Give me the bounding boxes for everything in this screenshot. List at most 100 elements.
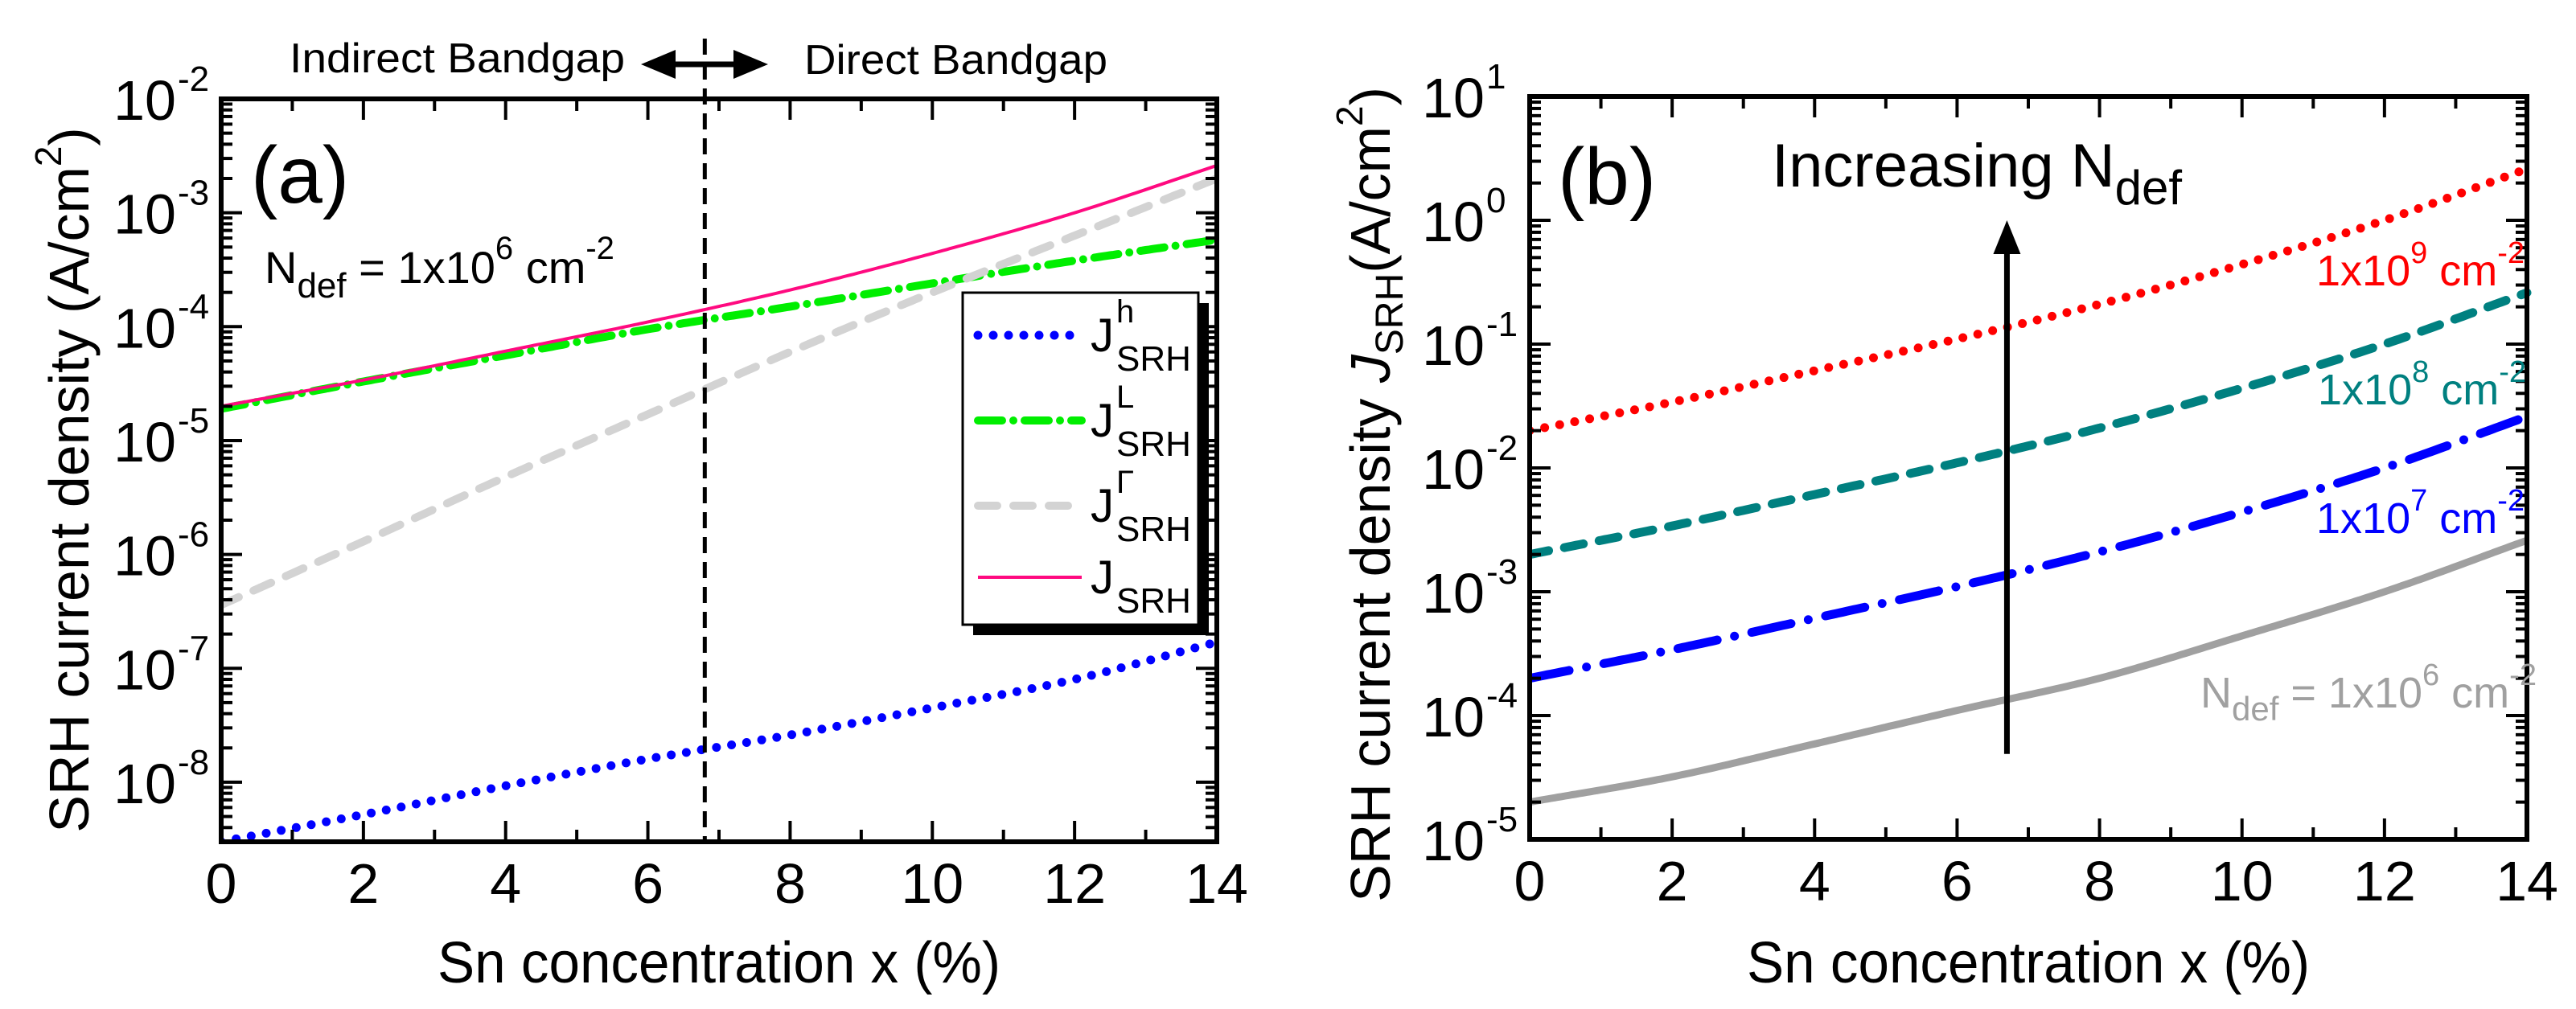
ndef-exp: 6 [495,231,513,266]
increasing-ndef-label: Increasing Ndef [1772,132,2182,215]
label-exp: 6 [2422,658,2439,692]
y-tick-label-base: 10 [1422,686,1485,749]
label-pre: 1x10 [2316,494,2410,543]
y-tick-label-base: 10 [1422,562,1485,625]
y-tick-label-base: 10 [113,753,176,815]
ndef-mid: = 1x10 [347,242,495,293]
legend-label-sub: SRH [1116,510,1191,549]
y-title-b-j: J [1339,354,1402,384]
label-unit: cm [2439,669,2509,717]
y-tick-label-base: 10 [1422,314,1485,377]
y-tick-label-base: 10 [113,411,176,474]
label-unit: cm [2429,366,2499,414]
y-tick-label-base: 10 [113,183,176,246]
label-uexp: -2 [2497,484,2525,518]
y-tick-label-exponent: -4 [1486,676,1518,716]
x-tick-label: 6 [1941,850,1973,913]
y-title-a-sup: 2 [27,146,69,167]
x-tick-label: 8 [774,852,806,915]
series-label-N1e8: 1x108 cm-2 [2318,355,2526,414]
y-tick-label-base: 10 [113,638,176,701]
ndef-uexp: -2 [585,231,614,266]
label-sub: def [2232,690,2279,728]
series-label-N1e9: 1x109 cm-2 [2316,236,2525,295]
x-tick-label: 8 [2084,850,2115,913]
series-line-N1e6 [1530,536,2529,806]
ndef-unit: cm [513,242,585,293]
y-tick-label-base: 10 [113,525,176,588]
label-uexp: -2 [2497,236,2525,270]
series-line-N1e9 [1530,164,2532,436]
label-exp: 7 [2410,484,2427,518]
series-group [1530,164,2532,806]
ndef-n: N [265,242,297,293]
y-tick-label-exponent: -5 [178,401,209,441]
ndef-annotation: Ndef = 1x106 cm-2 [265,231,614,306]
y-axis-title-b: SRH current density JSRH(A/cm2) [1329,87,1411,902]
label-pre: = 1x10 [2278,669,2422,717]
legend-label-sup: Γ [1116,465,1134,500]
y-tick-label-exponent: -5 [1486,800,1518,839]
series-label-N1e7: 1x107 cm-2 [2316,484,2525,543]
y-tick-label-base: 10 [1422,438,1485,501]
indirect-bandgap-label: Indirect Bandgap [290,35,625,82]
x-tick-label: 0 [1514,850,1546,913]
label-uexp: -2 [2509,658,2537,692]
label-n: N [2200,669,2232,717]
x-tick-label: 10 [2211,850,2274,913]
x-axis-title-b: Sn concentration x (%) [1747,931,2310,995]
legend-label-sup: h [1116,294,1134,330]
x-tick-label: 4 [1799,850,1830,913]
legend-label-sub: SRH [1116,425,1191,464]
y-title-a-main: SRH current density (A/cm [38,166,101,833]
y-axis-title-a: SRH current density (A/cm2) [27,127,101,832]
x-tick-label: 12 [2353,850,2416,913]
y-tick-label-exponent: -8 [178,743,209,782]
legend-label-main: J [1091,395,1114,447]
y-title-b-main: SRH current density [1339,383,1402,902]
legend-label-main: J [1091,552,1114,604]
x-axis-title-a: Sn concentration x (%) [438,931,1000,995]
x-tick-label: 4 [490,852,521,915]
panel-a-label: (a) [251,130,349,220]
series-line-Jh [221,638,1222,842]
x-tick-label: 14 [1185,852,1248,915]
x-tick-label: 12 [1043,852,1106,915]
series-line-Jtotal [221,163,1218,408]
y-title-b-sup: 2 [1329,105,1370,126]
y-tick-label-exponent: -6 [178,515,209,555]
y-tick-label-base: 10 [1422,810,1485,872]
label-pre: 1x10 [2316,247,2410,295]
label-pre: 1x10 [2318,366,2412,414]
legend-box [961,291,1200,626]
x-tick-label: 10 [901,852,963,915]
legend-label-main: J [1091,480,1114,532]
y-tick-label-base: 10 [1422,67,1485,129]
x-tick-label: 14 [2496,850,2558,913]
y-tick-label-base: 10 [113,69,176,132]
y-tick-label-exponent: 0 [1486,181,1506,220]
y-tick-label-exponent: -1 [1486,305,1518,344]
x-tick-label: 6 [632,852,664,915]
direct-bandgap-label: Direct Bandgap [804,37,1107,84]
increasing-sub: def [2115,161,2183,215]
label-exp: 9 [2410,236,2427,270]
label-uexp: -2 [2499,355,2526,389]
y-tick-label-exponent: -3 [178,174,209,213]
panel-b: (b) Increasing Ndef Sn concentration x (… [1329,87,2310,995]
y-title-a-end: ) [38,127,101,146]
x-tick-label: 2 [347,852,379,915]
y-tick-label-exponent: 1 [1486,57,1506,96]
y-title-b-unit: (A/cm [1339,126,1402,273]
x-tick-label: 2 [1657,850,1688,913]
y-tick-label-base: 10 [113,297,176,359]
series-line-N1e7 [1530,412,2532,683]
label-unit: cm [2427,494,2497,543]
series-line-JL [221,236,1221,413]
y-tick-label-exponent: -2 [1486,429,1518,468]
